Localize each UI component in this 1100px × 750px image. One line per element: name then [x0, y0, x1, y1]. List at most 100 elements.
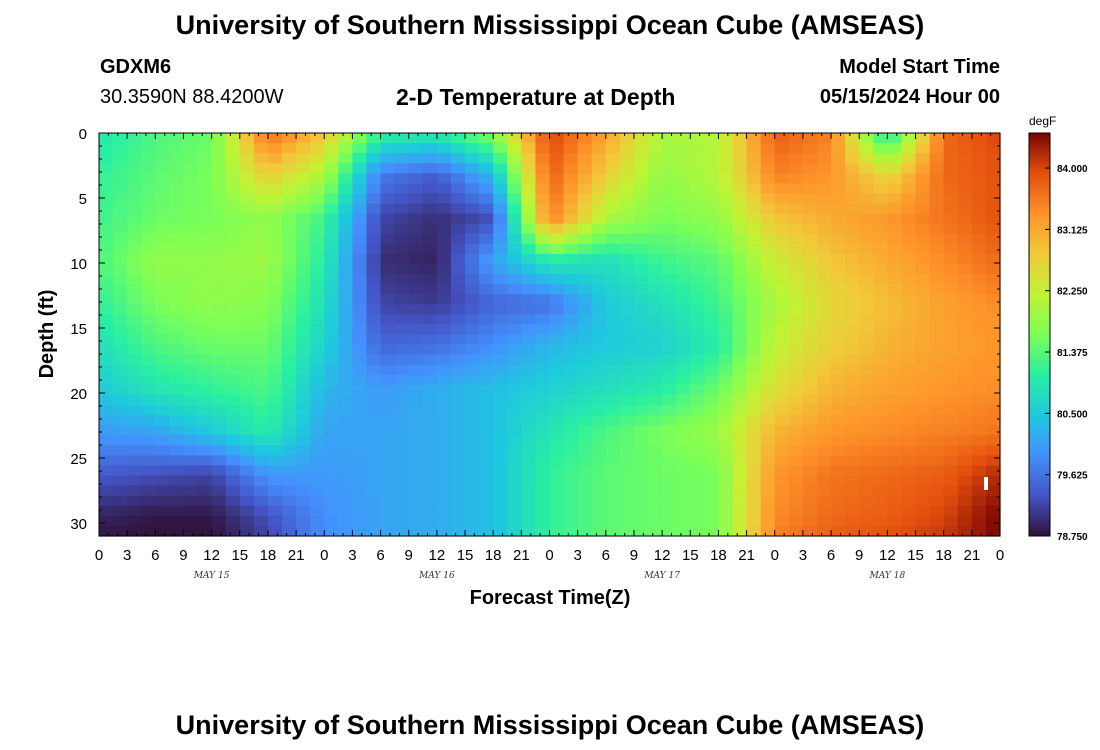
heatmap-cell — [873, 374, 888, 386]
heatmap-cell — [450, 223, 466, 235]
heatmap-cell — [577, 405, 593, 416]
heatmap-cell — [450, 495, 466, 507]
heatmap-cell — [282, 193, 297, 205]
heatmap-cell — [352, 445, 368, 456]
heatmap-cell — [521, 334, 537, 346]
heatmap-cell — [155, 223, 170, 235]
heatmap-cell — [774, 143, 790, 154]
heatmap-cell — [197, 193, 213, 205]
heatmap-cell — [662, 405, 677, 416]
heatmap-cell — [239, 183, 255, 195]
heatmap-cell — [183, 394, 199, 406]
heatmap-cell — [479, 344, 494, 356]
colorbar-tick-label: 80.500 — [1057, 409, 1088, 420]
heatmap-cell — [282, 465, 297, 477]
heatmap-cell — [408, 495, 424, 507]
heatmap-cell — [169, 253, 185, 265]
heatmap-cell — [113, 243, 128, 255]
heatmap-cell — [788, 304, 804, 315]
heatmap-cell — [507, 334, 522, 346]
heatmap-cell — [943, 445, 959, 456]
heatmap-cell — [507, 324, 522, 336]
heatmap-cell — [310, 193, 325, 205]
heatmap-cell — [887, 495, 903, 507]
heatmap-cell — [788, 405, 804, 416]
heatmap-cell — [690, 133, 705, 144]
heatmap-cell — [901, 455, 917, 467]
heatmap-cell — [521, 364, 537, 376]
heatmap-cell — [267, 294, 283, 305]
heatmap-cell — [662, 505, 677, 517]
heatmap-cell — [380, 505, 396, 517]
heatmap-cell — [788, 425, 804, 436]
heatmap-cell — [113, 253, 128, 265]
heatmap-cell — [366, 223, 382, 235]
heatmap-cell — [845, 173, 860, 184]
heatmap-cell — [296, 143, 311, 154]
heatmap-cell — [802, 314, 818, 326]
heatmap-cell — [929, 314, 945, 326]
heatmap-cell — [605, 294, 621, 305]
x-tick-label: 9 — [855, 547, 863, 564]
heatmap-cell — [479, 304, 494, 315]
heatmap-cell — [253, 263, 269, 275]
heatmap-cell — [704, 294, 720, 305]
heatmap-cell — [253, 324, 269, 336]
heatmap-cell — [450, 475, 466, 487]
heatmap-cell — [99, 374, 114, 386]
heatmap-cell — [239, 495, 255, 507]
heatmap-cell — [352, 163, 368, 174]
heatmap-cell — [99, 505, 114, 517]
heatmap-cell — [619, 475, 635, 487]
heatmap-cell — [816, 263, 832, 275]
heatmap-cell — [746, 193, 762, 205]
heatmap-cell — [380, 243, 396, 255]
heatmap-cell — [324, 354, 339, 366]
heatmap-cell — [746, 284, 762, 295]
heatmap-cell — [155, 274, 170, 285]
heatmap-cell — [577, 495, 593, 507]
heatmap-cell — [549, 425, 565, 436]
heatmap-cell — [535, 213, 551, 225]
heatmap-cell — [774, 243, 790, 255]
heatmap-cell — [915, 465, 931, 477]
heatmap-cell — [380, 153, 396, 164]
heatmap-cell — [352, 263, 368, 275]
heatmap-cell — [563, 143, 579, 154]
heatmap-cell — [957, 133, 973, 144]
heatmap-cell — [929, 384, 945, 396]
heatmap-cell — [563, 525, 579, 537]
heatmap-cell — [408, 465, 424, 477]
heatmap-cell — [901, 485, 917, 497]
heatmap-cell — [802, 324, 818, 336]
heatmap-cell — [99, 465, 114, 477]
heatmap-cell — [366, 505, 382, 517]
heatmap-cell — [831, 425, 846, 436]
heatmap-cell — [239, 515, 255, 527]
heatmap-cell — [676, 394, 691, 406]
heatmap-cell — [225, 263, 241, 275]
heatmap-cell — [577, 143, 593, 154]
heatmap-cell — [338, 465, 354, 477]
heatmap-cell — [774, 223, 790, 235]
heatmap-cell — [732, 253, 748, 265]
heatmap-cell — [127, 364, 142, 376]
heatmap-cell — [704, 314, 720, 326]
heatmap-cell — [887, 354, 903, 366]
heatmap-cell — [774, 304, 790, 315]
heatmap-cell — [662, 304, 677, 315]
heatmap-cell — [197, 465, 213, 477]
heatmap-cell — [746, 253, 762, 265]
heatmap-cell — [310, 455, 325, 467]
heatmap-cell — [211, 425, 227, 436]
heatmap-cell — [282, 394, 297, 406]
heatmap-cell — [465, 223, 480, 235]
heatmap-cell — [465, 445, 480, 456]
heatmap-cell — [802, 143, 818, 154]
heatmap-cell — [887, 203, 903, 215]
heatmap-cell — [605, 223, 621, 235]
heatmap-cell — [183, 274, 199, 285]
heatmap-cell — [197, 344, 213, 356]
heatmap-cell — [901, 465, 917, 477]
